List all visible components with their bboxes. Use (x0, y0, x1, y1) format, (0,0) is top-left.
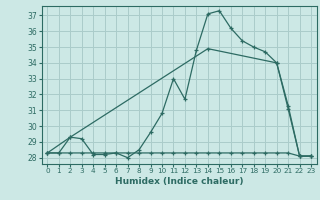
X-axis label: Humidex (Indice chaleur): Humidex (Indice chaleur) (115, 177, 244, 186)
